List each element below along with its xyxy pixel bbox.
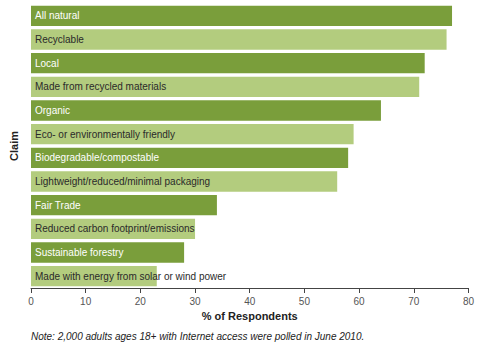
svg-text:Reduced carbon footprint/emiss: Reduced carbon footprint/emissions <box>35 223 195 234</box>
svg-text:60: 60 <box>354 296 366 307</box>
svg-text:Claim: Claim <box>8 131 20 161</box>
svg-text:80: 80 <box>463 296 475 307</box>
svg-text:Note: 2,000 adults ages 18+ wi: Note: 2,000 adults ages 18+ with Interne… <box>31 331 364 342</box>
svg-text:All natural: All natural <box>35 10 79 21</box>
svg-text:Recyclable: Recyclable <box>35 34 84 45</box>
svg-text:Fair Trade: Fair Trade <box>35 200 81 211</box>
svg-text:20: 20 <box>135 296 147 307</box>
svg-text:70: 70 <box>408 296 420 307</box>
svg-text:% of Respondents: % of Respondents <box>202 310 298 322</box>
svg-text:40: 40 <box>244 296 256 307</box>
svg-text:Eco- or environmentally friend: Eco- or environmentally friendly <box>35 129 175 140</box>
svg-text:Lightweight/reduced/minimal pa: Lightweight/reduced/minimal packaging <box>35 176 210 187</box>
svg-text:Sustainable forestry: Sustainable forestry <box>35 247 123 258</box>
svg-text:50: 50 <box>299 296 311 307</box>
svg-text:Made from recycled materials: Made from recycled materials <box>35 81 166 92</box>
svg-text:0: 0 <box>28 296 34 307</box>
svg-text:30: 30 <box>189 296 201 307</box>
svg-text:10: 10 <box>80 296 92 307</box>
svg-text:Made with energy from solar or: Made with energy from solar or wind powe… <box>35 271 227 282</box>
svg-text:Organic: Organic <box>35 105 70 116</box>
svg-text:Local: Local <box>35 58 59 69</box>
svg-text:Biodegradable/compostable: Biodegradable/compostable <box>35 152 159 163</box>
